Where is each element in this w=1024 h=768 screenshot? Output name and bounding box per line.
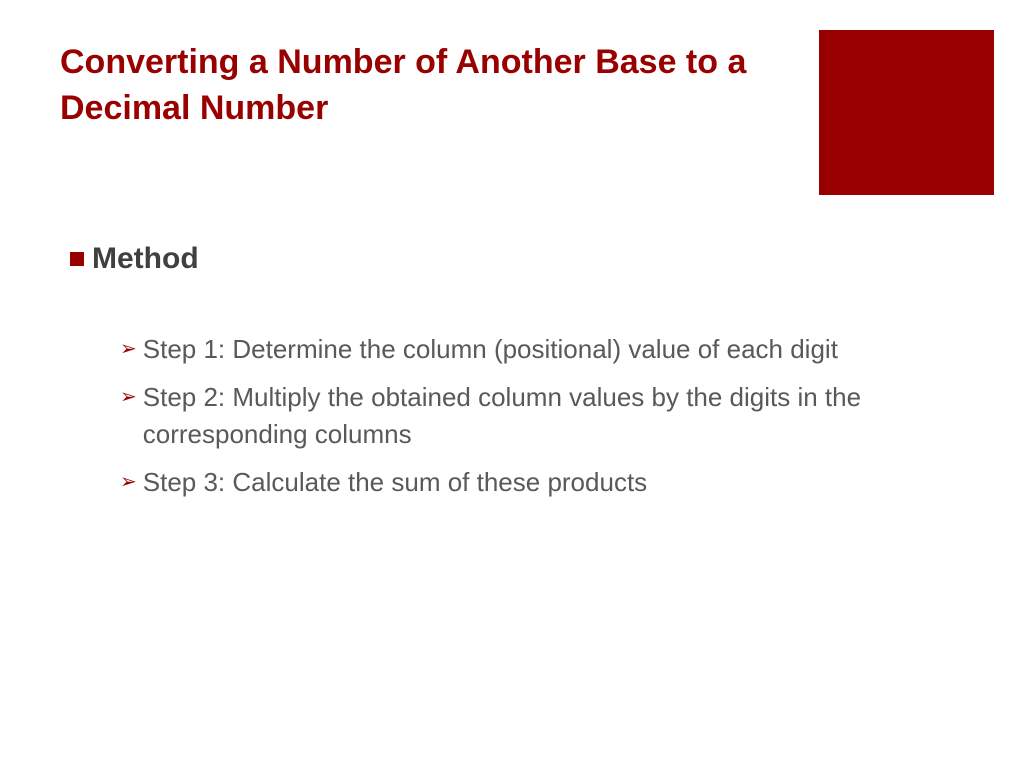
arrow-right-icon: ➢ [120, 335, 137, 363]
arrow-right-icon: ➢ [120, 383, 137, 411]
list-item: ➢ Step 3: Calculate the sum of these pro… [120, 464, 964, 500]
list-item: ➢ Step 1: Determine the column (position… [120, 331, 964, 367]
content-area: Method ➢ Step 1: Determine the column (p… [60, 242, 964, 501]
arrow-right-icon: ➢ [120, 468, 137, 496]
step-text: Step 3: Calculate the sum of these produ… [143, 464, 647, 500]
slide-title: Converting a Number of Another Base to a… [60, 40, 780, 132]
decorative-square [819, 30, 994, 195]
method-heading-row: Method [70, 242, 964, 276]
list-item: ➢ Step 2: Multiply the obtained column v… [120, 379, 964, 452]
steps-list: ➢ Step 1: Determine the column (position… [70, 331, 964, 501]
step-text: Step 2: Multiply the obtained column val… [143, 379, 964, 452]
method-heading: Method [92, 242, 199, 276]
square-bullet-icon [70, 252, 84, 266]
step-text: Step 1: Determine the column (positional… [143, 331, 838, 367]
slide-container: Converting a Number of Another Base to a… [0, 0, 1024, 768]
